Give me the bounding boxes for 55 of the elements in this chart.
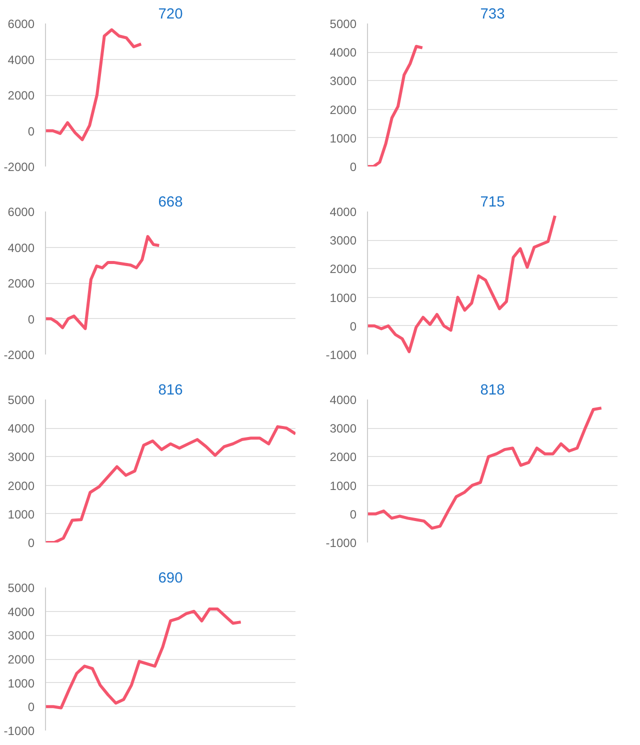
y-tick-label: 1000 <box>8 507 35 522</box>
y-tick-label: 2000 <box>330 450 357 464</box>
y-tick-label: 0 <box>350 319 357 334</box>
chart-title: 668 <box>158 194 183 210</box>
y-tick-label: 3000 <box>330 422 357 436</box>
y-tick-label: 1000 <box>330 290 357 305</box>
line-series <box>46 28 143 142</box>
y-tick-label: 5000 <box>8 393 35 407</box>
chart-title: 720 <box>158 6 183 22</box>
y-tick-label: 2000 <box>330 102 357 117</box>
y-tick-label: 0 <box>28 124 35 138</box>
y-tick-label: 4000 <box>8 240 35 255</box>
y-tick-label: 5000 <box>8 581 35 595</box>
chart-title: 715 <box>480 194 505 210</box>
y-tick-label: 3000 <box>8 628 35 643</box>
line-series <box>368 44 424 166</box>
y-tick-label: 0 <box>350 160 357 174</box>
y-tick-label: 2000 <box>8 478 35 493</box>
y-tick-label: 4000 <box>330 205 357 219</box>
y-tick-label: 4000 <box>8 422 35 436</box>
y-tick-label: 4000 <box>8 52 35 67</box>
y-tick-label: 4000 <box>330 393 357 407</box>
y-tick-label: 4000 <box>8 604 35 619</box>
line-series <box>368 214 556 354</box>
y-tick-label: 1000 <box>8 676 35 690</box>
y-tick-label: -1000 <box>326 348 357 362</box>
y-tick-label: 0 <box>350 507 357 522</box>
line-series <box>46 235 161 330</box>
y-tick-label: -1000 <box>326 536 357 550</box>
y-tick-label: 3000 <box>330 74 357 88</box>
y-tick-label: 2000 <box>8 276 35 290</box>
chart-title: 818 <box>480 382 505 398</box>
chart-title: 816 <box>158 382 183 398</box>
y-tick-label: 5000 <box>330 17 357 31</box>
y-tick-label: 3000 <box>8 450 35 464</box>
y-tick-label: -2000 <box>4 348 35 362</box>
y-tick-label: 3000 <box>330 234 357 248</box>
y-tick-label: -1000 <box>4 724 35 738</box>
y-tick-label: 0 <box>28 536 35 550</box>
chart-title: 733 <box>480 6 505 22</box>
y-tick-label: 2000 <box>330 262 357 276</box>
y-tick-label: 0 <box>28 700 35 714</box>
chart-title: 690 <box>158 570 183 586</box>
y-tick-label: 2000 <box>8 88 35 102</box>
y-tick-label: 6000 <box>8 205 35 219</box>
line-series <box>368 406 603 530</box>
y-tick-label: 4000 <box>330 46 357 60</box>
line-series <box>46 607 242 710</box>
y-tick-label: 1000 <box>330 478 357 493</box>
y-tick-label: 0 <box>28 312 35 326</box>
y-tick-label: -2000 <box>4 160 35 174</box>
y-tick-label: 6000 <box>8 17 35 31</box>
y-tick-label: 1000 <box>330 131 357 146</box>
y-tick-label: 2000 <box>8 652 35 666</box>
line-series <box>46 425 296 542</box>
